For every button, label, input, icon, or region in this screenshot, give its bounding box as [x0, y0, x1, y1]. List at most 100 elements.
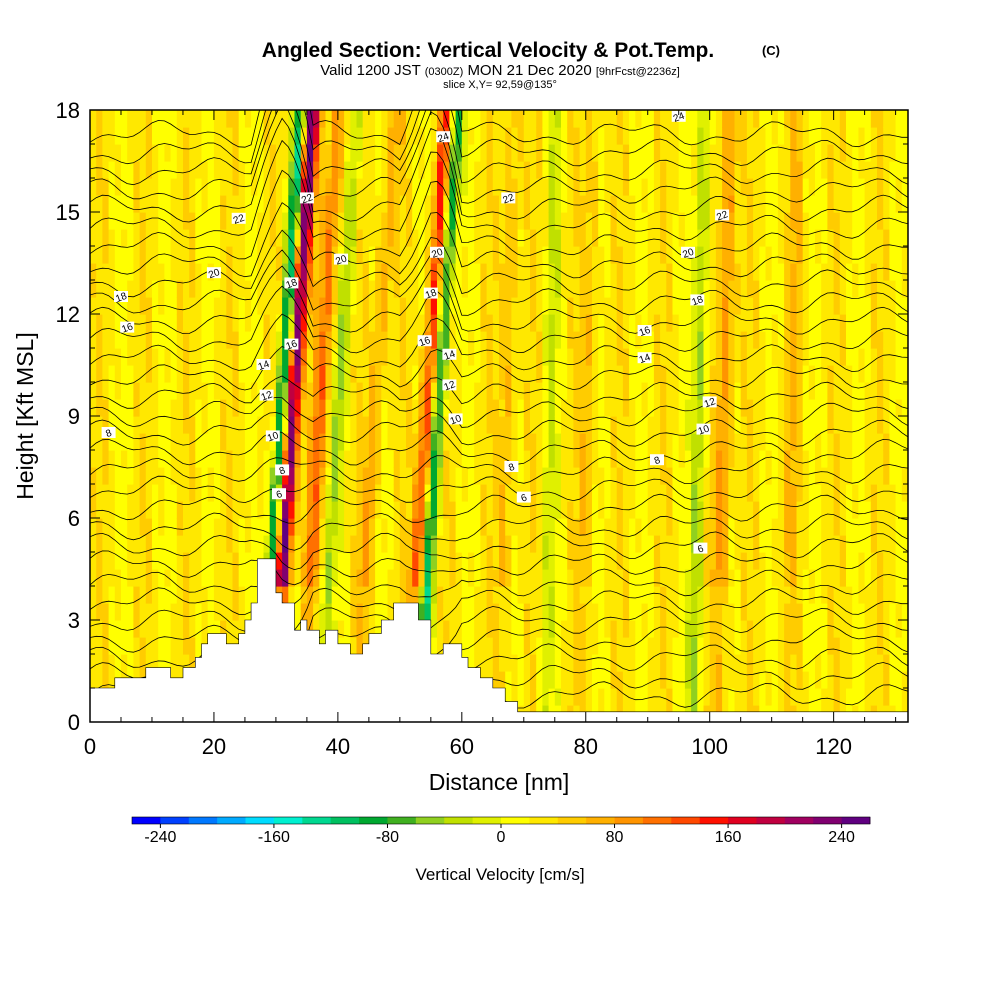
- field-cell: [325, 382, 333, 400]
- field-cell: [567, 127, 574, 145]
- field-cell: [548, 229, 556, 247]
- field-cell: [127, 484, 134, 502]
- field-cell: [579, 331, 587, 349]
- field-cell: [765, 569, 773, 587]
- field-cell: [325, 399, 333, 417]
- field-cell: [684, 637, 692, 655]
- field-cell: [703, 671, 711, 689]
- field-cell: [622, 535, 630, 553]
- field-cell: [492, 552, 500, 570]
- field-cell: [418, 348, 426, 366]
- field-cell: [152, 433, 159, 451]
- field-cell: [790, 297, 798, 315]
- field-cell: [337, 195, 345, 213]
- field-cell: [579, 620, 587, 638]
- field-cell: [282, 552, 289, 570]
- field-cell: [511, 586, 519, 604]
- field-cell: [790, 518, 798, 536]
- field-cell: [269, 535, 277, 553]
- field-cell: [889, 552, 897, 570]
- field-cell: [598, 467, 605, 485]
- field-cell: [753, 280, 760, 298]
- field-cell: [195, 144, 203, 162]
- field-cell: [226, 127, 234, 145]
- field-cell: [734, 161, 742, 179]
- field-cell: [821, 382, 828, 400]
- field-cell: [474, 297, 481, 315]
- field-cell: [424, 450, 432, 468]
- field-cell: [870, 110, 878, 128]
- field-cell: [263, 433, 271, 451]
- field-cell: [722, 263, 729, 281]
- field-cell: [381, 161, 389, 179]
- contour-label: 22: [299, 192, 315, 206]
- field-cell: [604, 620, 612, 638]
- field-cell: [901, 297, 908, 315]
- field-cell: [852, 552, 859, 570]
- field-cell: [858, 467, 866, 485]
- field-cell: [815, 603, 822, 621]
- field-cell: [883, 416, 890, 434]
- field-cell: [399, 382, 407, 400]
- field-cell: [449, 144, 457, 162]
- field-cell: [697, 263, 705, 281]
- field-cell: [505, 297, 512, 315]
- field-cell: [808, 382, 816, 400]
- field-cell: [833, 654, 841, 672]
- field-cell: [827, 246, 835, 264]
- field-cell: [592, 467, 599, 485]
- field-cell: [368, 212, 376, 230]
- field-cell: [468, 399, 475, 417]
- field-cell: [895, 501, 903, 519]
- field-cell: [337, 484, 345, 502]
- field-cell: [722, 314, 729, 332]
- field-cell: [350, 552, 358, 570]
- field-cell: [697, 433, 705, 451]
- field-cell: [344, 127, 351, 145]
- field-cell: [238, 144, 246, 162]
- field-cell: [728, 331, 736, 349]
- field-cell: [573, 212, 581, 230]
- field-cell: [164, 212, 172, 230]
- field-cell: [511, 654, 519, 672]
- field-cell: [176, 365, 184, 383]
- field-cell: [176, 603, 184, 621]
- field-cell: [226, 297, 234, 315]
- field-cell: [449, 501, 457, 519]
- colorbar: -240 -160 -80 0 80 160 240: [131, 816, 871, 846]
- field-cell: [418, 603, 426, 621]
- field-cell: [492, 416, 500, 434]
- field-cell: [746, 365, 754, 383]
- field-cell: [251, 280, 258, 298]
- field-cell: [592, 450, 599, 468]
- field-cell: [158, 365, 165, 383]
- field-cell: [722, 603, 729, 621]
- field-cell: [784, 314, 791, 332]
- field-cell: [492, 144, 500, 162]
- field-cell: [220, 382, 227, 400]
- field-cell: [536, 127, 543, 145]
- field-cell: [437, 450, 444, 468]
- valid-date: MON 21 Dec 2020: [467, 62, 591, 79]
- field-cell: [257, 467, 265, 485]
- field-cell: [592, 637, 599, 655]
- field-cell: [189, 416, 196, 434]
- field-cell: [499, 416, 506, 434]
- field-cell: [635, 212, 643, 230]
- field-cell: [548, 586, 556, 604]
- field-cell: [629, 195, 636, 213]
- field-cell: [213, 246, 221, 264]
- field-cell: [870, 365, 878, 383]
- field-cell: [486, 620, 494, 638]
- field-cell: [176, 178, 184, 196]
- field-cell: [660, 229, 667, 247]
- field-cell: [672, 280, 680, 298]
- field-cell: [505, 382, 512, 400]
- field-cell: [622, 263, 630, 281]
- field-cell: [183, 433, 190, 451]
- theta-contour-line: [90, 346, 908, 391]
- field-cell: [158, 280, 165, 298]
- field-cell: [746, 263, 754, 281]
- field-cell: [164, 161, 172, 179]
- field-cell: [901, 518, 908, 536]
